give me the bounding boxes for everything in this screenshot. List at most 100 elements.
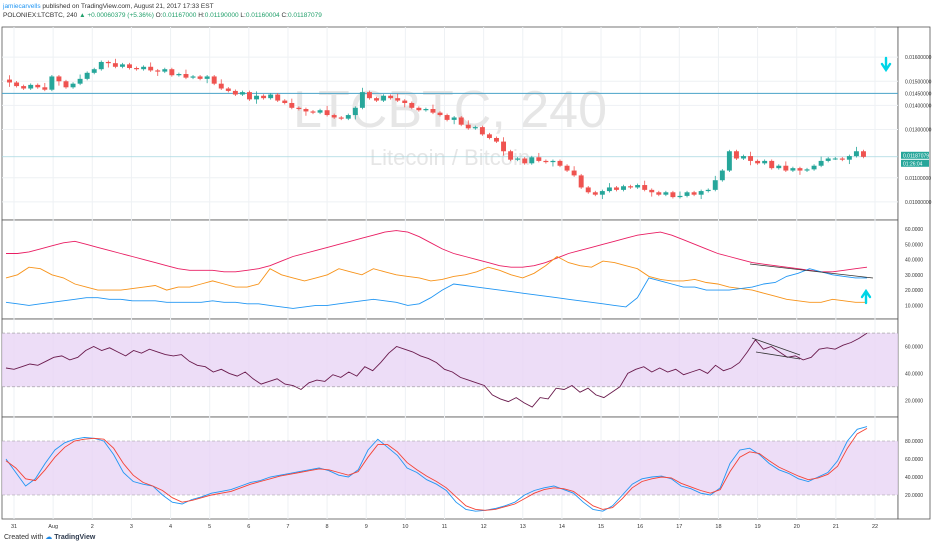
candle-body — [183, 74, 189, 78]
y-tick-label: 30.0000 — [905, 273, 923, 279]
candle-body — [127, 64, 132, 68]
candle-body — [465, 124, 471, 129]
candle-body — [63, 81, 69, 88]
candle-body — [642, 185, 648, 190]
candle-body — [91, 69, 97, 73]
candle-body — [268, 94, 274, 99]
candle-body — [141, 66, 147, 70]
candle-body — [522, 158, 528, 164]
watermark-symbol: LTCBTC, 240 — [293, 81, 607, 139]
candle-body — [282, 100, 288, 103]
x-tick-label: 4 — [169, 524, 172, 530]
candle-body — [797, 168, 803, 171]
candle-body — [543, 160, 549, 163]
candle-body — [839, 158, 845, 160]
candle-body — [557, 160, 563, 166]
candle-body — [451, 117, 457, 120]
low-value: 0.01160004 — [245, 12, 280, 19]
candle-body — [811, 165, 817, 170]
x-tick-label: 15 — [598, 524, 604, 530]
x-tick-label: 6 — [247, 524, 250, 530]
candle-body — [21, 86, 27, 89]
y-tick-label: 20.0000 — [905, 398, 923, 404]
countdown-tag — [901, 159, 929, 167]
candle-body — [621, 186, 626, 190]
candle-body — [211, 76, 217, 84]
candle-body — [670, 192, 676, 198]
close-label: C: — [281, 12, 288, 19]
candle-body — [374, 98, 379, 101]
candle-body — [310, 111, 316, 113]
candle-body — [388, 95, 394, 99]
candle-body — [35, 84, 41, 88]
candle-body — [70, 83, 76, 88]
candle-body — [430, 109, 436, 113]
x-tick-label: 13 — [520, 524, 526, 530]
candle-body — [359, 92, 365, 108]
countdown-label: 01:26:04 — [903, 161, 923, 167]
candle-body — [564, 165, 570, 171]
candle-body — [169, 69, 175, 76]
candle-body — [345, 115, 351, 119]
y-tick-label: 0.01500000 — [905, 79, 932, 85]
candle-body — [416, 107, 422, 111]
candle-body — [444, 115, 450, 120]
candle-body — [635, 185, 641, 188]
y-tick-label: 0.01100000 — [905, 176, 931, 182]
candle-body — [77, 78, 83, 84]
x-tick-label: 19 — [755, 524, 761, 530]
ohlc-line: POLONIEX:LTCBTC, 240 ▲ +0.00060379 (+5.3… — [3, 11, 322, 20]
candle-body — [261, 95, 267, 99]
candle-body — [112, 63, 118, 67]
y-tick-label: 60.0000 — [905, 457, 923, 463]
candle-body — [494, 137, 499, 142]
candle-body — [49, 76, 55, 90]
x-tick-label: 31 — [11, 524, 17, 530]
change-up-icon: ▲ — [79, 12, 86, 19]
y-tick-label: 60.0000 — [905, 227, 923, 233]
candle-body — [783, 165, 789, 171]
candle-body — [755, 160, 761, 164]
candle-body — [105, 61, 111, 64]
series-line-rsi — [5, 332, 868, 408]
candle-body — [508, 151, 514, 160]
series-line-adx_plus — [5, 255, 867, 303]
high-label: H: — [198, 12, 205, 19]
candle-body — [395, 98, 401, 101]
y-tick-label: 40.0000 — [905, 371, 923, 377]
candle-body — [599, 191, 605, 195]
candle-body — [317, 110, 323, 113]
candle-body — [712, 180, 718, 190]
candle-body — [853, 151, 859, 157]
candle-body — [232, 90, 238, 95]
candle-body — [486, 134, 492, 138]
candle-body — [197, 76, 203, 79]
series-line-stoch_k — [5, 426, 868, 512]
x-tick-label: 2 — [91, 524, 94, 530]
x-tick-label: 5 — [208, 524, 211, 530]
candle-body — [56, 76, 62, 82]
y-tick-label: 80.0000 — [905, 439, 923, 445]
candle-body — [825, 158, 831, 161]
y-tick-label: 40.0000 — [905, 475, 923, 481]
candle-body — [762, 160, 768, 164]
open-value: 0.01167000 — [162, 12, 197, 19]
x-tick-label: 17 — [676, 524, 682, 530]
candle-body — [613, 187, 619, 190]
candle-body — [119, 64, 125, 67]
x-tick-label: 22 — [872, 524, 878, 530]
high-value: 0.01190000 — [204, 12, 239, 19]
candle-body — [832, 158, 838, 160]
up-arrow-icon — [860, 288, 872, 305]
y-tick-label: 20.0000 — [905, 288, 923, 294]
chart-header: jamiecarvells published on TradingView.c… — [3, 2, 322, 20]
candle-body — [148, 66, 154, 71]
x-tick-label: 21 — [833, 524, 839, 530]
candle-body — [536, 157, 542, 161]
x-tick-label: 8 — [326, 524, 329, 530]
candle-body — [176, 74, 182, 76]
author-link[interactable]: jamiecarvells — [3, 3, 41, 10]
candle-body — [649, 189, 655, 193]
x-tick-label: 7 — [286, 524, 289, 530]
